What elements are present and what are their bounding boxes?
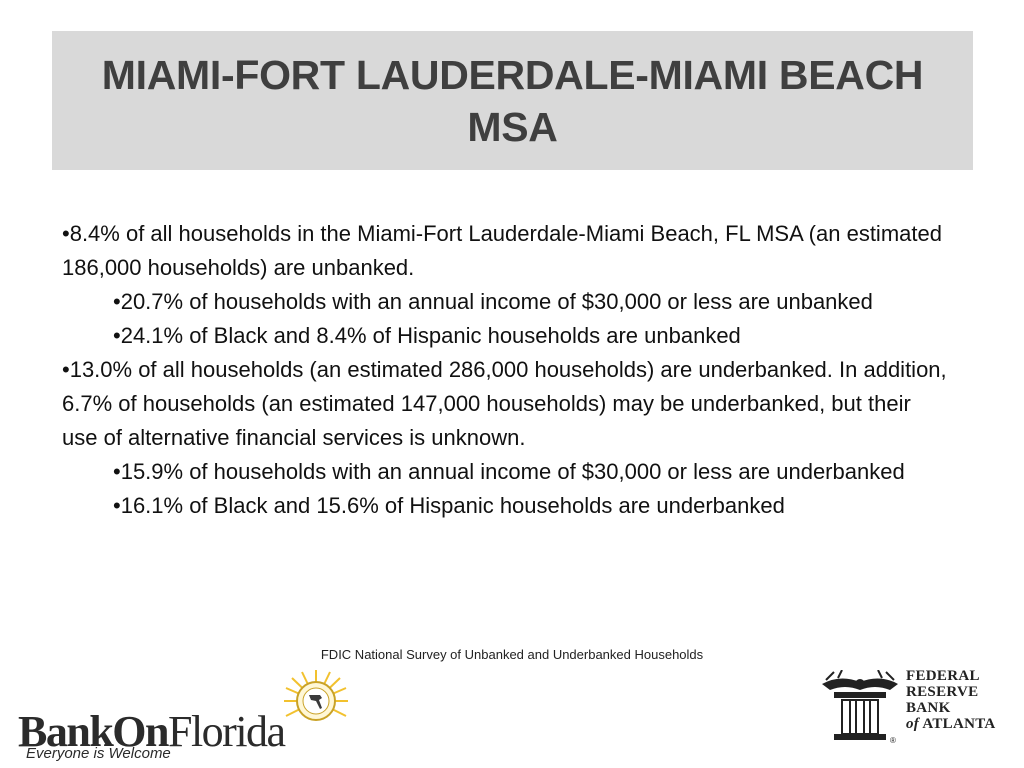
bullet-item: •13.0% of all households (an estimated 2… [62, 357, 947, 450]
registered-mark: ® [890, 736, 896, 744]
sub-bullet-item: •16.1% of Black and 15.6% of Hispanic ho… [113, 493, 785, 518]
frb-wordmark: FEDERAL RESERVE BANK of ATLANTA [906, 668, 996, 732]
bankon-tagline: Everyone is Welcome [26, 745, 171, 762]
source-citation: FDIC National Survey of Unbanked and Und… [320, 647, 704, 662]
bullet-list: •8.4% of all households in the Miami-For… [62, 217, 952, 523]
sub-bullet-item: •15.9% of households with an annual inco… [113, 459, 905, 484]
slide-title: MIAMI-FORT LAUDERDALE-MIAMI BEACH MSA [101, 51, 924, 150]
sub-bullet-item: •20.7% of households with an annual inco… [113, 289, 873, 314]
sun-seal-icon [284, 670, 348, 721]
bullet-item: •8.4% of all households in the Miami-For… [62, 221, 942, 280]
federal-reserve-atlanta-logo: ® FEDERAL RESERVE BANK of ATLANTA [820, 668, 1000, 748]
sub-bullet-item: •24.1% of Black and 8.4% of Hispanic hou… [113, 323, 741, 348]
bankon-florida-logo: BankOnFlorida Everyone is Welcome [18, 670, 418, 762]
title-band: MIAMI-FORT LAUDERDALE-MIAMI BEACH MSA [52, 31, 973, 170]
bankon-wordmark: BankOnFlorida [18, 707, 286, 756]
eagle-column-icon: ® [822, 670, 898, 744]
